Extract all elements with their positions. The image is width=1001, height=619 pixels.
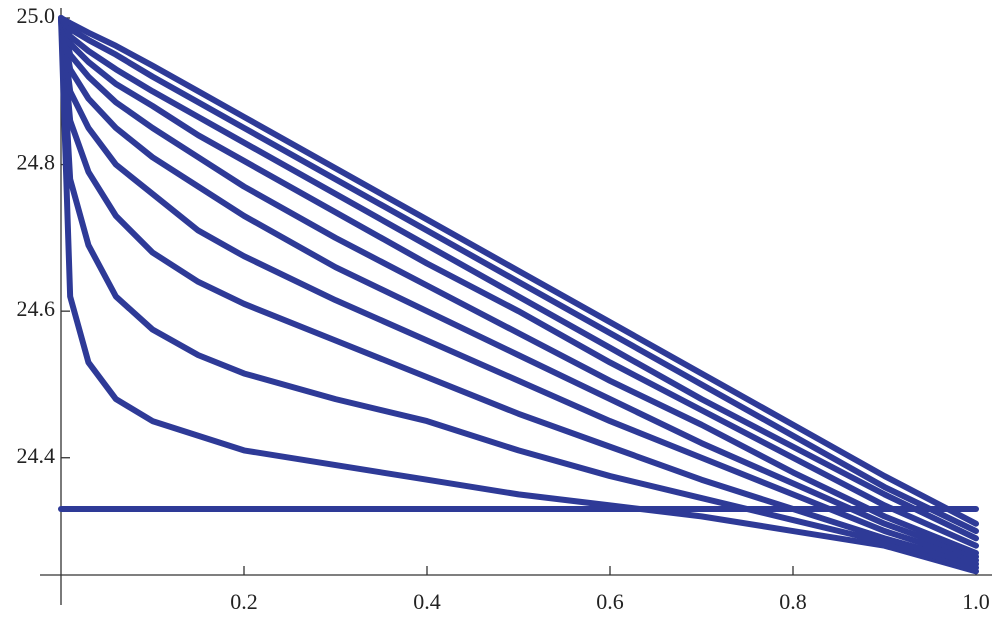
x-tick-label: 0.4 <box>413 589 441 614</box>
y-tick-label: 24.4 <box>17 443 56 468</box>
series-line <box>58 15 979 568</box>
series-line <box>58 15 979 542</box>
x-tick-label: 1.0 <box>962 589 990 614</box>
x-tick-label: 0.2 <box>230 589 258 614</box>
series-line <box>58 15 979 527</box>
series-line <box>58 15 979 571</box>
y-tick-label: 24.8 <box>17 150 56 175</box>
series-line <box>58 15 979 575</box>
x-tick-label: 0.8 <box>779 589 807 614</box>
series-line <box>58 15 979 564</box>
series-line <box>58 15 979 535</box>
y-tick-label: 25.0 <box>17 3 56 28</box>
series-line <box>58 15 979 557</box>
x-tick-label: 0.6 <box>596 589 624 614</box>
series-line <box>58 15 979 560</box>
y-tick-label: 24.6 <box>17 296 56 321</box>
series-line <box>58 15 979 549</box>
